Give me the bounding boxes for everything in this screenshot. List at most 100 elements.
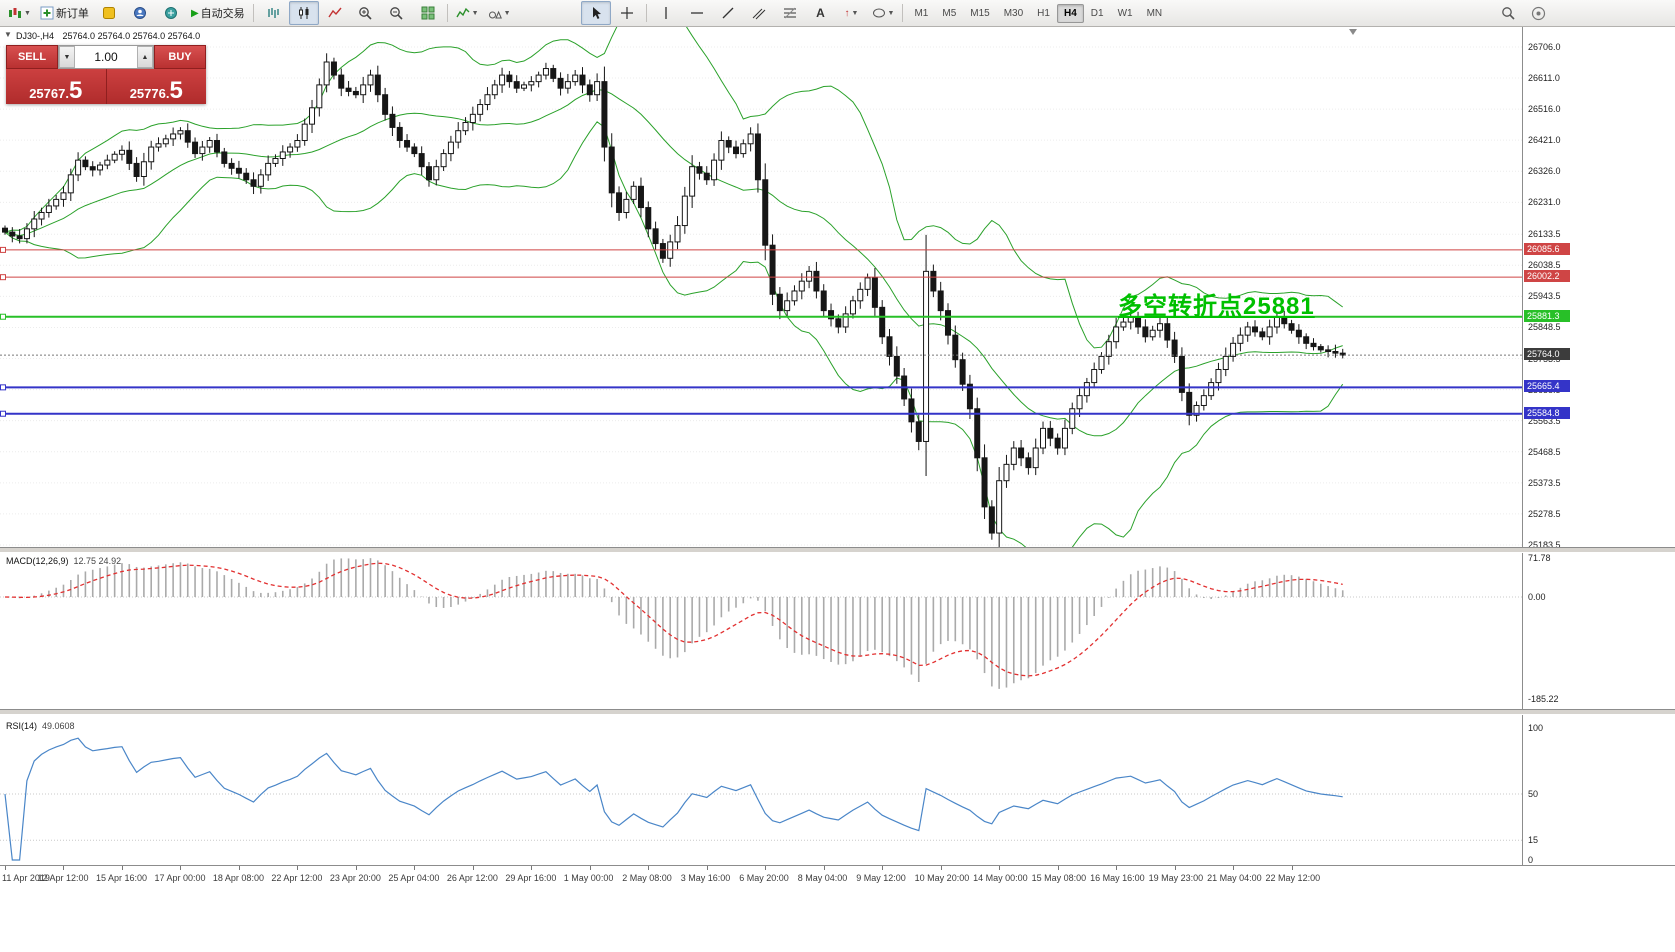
text-button[interactable]: A [806,1,836,25]
trendline-button[interactable] [713,1,743,25]
terminal-button[interactable] [156,1,186,25]
panel-resize-divider[interactable] [0,709,1675,715]
candlestick-chart-button[interactable] [288,1,319,25]
candle [97,164,104,171]
candle [996,480,1003,534]
buy-button[interactable]: BUY [154,45,206,69]
price-level-badge: 26085.6 [1524,242,1570,255]
candle [886,336,893,357]
macd-panel[interactable] [0,553,1522,709]
buy-price[interactable]: 25776. 5 [107,69,207,104]
candle [1222,355,1229,370]
rsi-chart[interactable] [0,715,1522,865]
candle [572,74,579,83]
rsi-axis-label: 100 [1528,723,1544,733]
metaeditor-button[interactable] [94,1,124,25]
objects-button[interactable]: ▼ [484,1,515,25]
candle [338,74,345,89]
price-chart-area[interactable] [0,27,1522,547]
tile-windows-button[interactable] [413,1,443,25]
price-axis-label: 26611.0 [1528,73,1560,84]
timeframe-button-w1[interactable]: W1 [1117,7,1133,19]
time-axis-tick [238,866,240,870]
timeframe-button-m1[interactable]: M1 [914,7,929,19]
price-axis[interactable]: 26706.0 26611.0 26516.0 26421.0 26326.0 26231… [1522,27,1675,865]
candle [674,225,681,243]
vertical-line-icon [660,6,672,20]
sell-price[interactable]: 25767. 5 [6,69,106,104]
candle [1325,349,1332,353]
price-axis-label: 26706.0 [1528,41,1561,52]
macd-chart[interactable] [0,553,1522,709]
fibonacci-icon [783,6,797,20]
search-button[interactable] [1493,1,1523,25]
candle [16,235,23,240]
shapes-button[interactable]: ▼ [868,1,899,25]
candle [798,280,805,292]
volume-increase-button[interactable]: ▲ [137,46,153,68]
arrows-button[interactable]: ↑ ▼ [837,1,867,25]
level-lines-layer[interactable] [0,246,1522,417]
candle [594,81,601,96]
timeframe-button-m15[interactable]: M15 [970,7,990,19]
time-axis-tick [882,866,884,870]
rsi-panel[interactable] [0,715,1522,865]
zoom-out-button[interactable] [382,1,412,25]
candle [849,300,856,315]
indicators-button[interactable]: ▼ [452,1,483,25]
time-axis-label: 14 May 00:00 [973,873,1028,883]
fibonacci-button[interactable] [775,1,805,25]
cursor-icon [589,6,603,20]
sell-button[interactable]: SELL [6,45,58,69]
candle [740,143,747,155]
candle [1025,457,1032,469]
candles-layer [2,53,1346,547]
candle [1178,355,1185,393]
new-order-button[interactable]: 新订单 [36,1,93,25]
crosshair-button[interactable] [612,1,642,25]
buy-price-big-digit: 5 [169,76,183,104]
candlestick-chart[interactable] [0,27,1522,547]
line-chart-button[interactable] [320,1,350,25]
chevron-down-icon: ▼ [24,9,31,17]
autotrading-button[interactable]: ▶ 自动交易 [187,1,249,25]
timeframe-button-h1[interactable]: H1 [1037,7,1050,19]
cursor-button[interactable] [580,1,611,25]
vertical-line-button[interactable] [651,1,681,25]
candle [762,179,769,246]
zoom-in-button[interactable] [351,1,381,25]
one-click-trading-toggle-icon[interactable]: ▼ [4,30,12,39]
volume-value[interactable]: 1.00 [94,50,118,64]
timeframe-button-m5[interactable]: M5 [942,7,957,19]
candle [645,207,652,230]
navigator-button[interactable] [125,1,155,25]
time-axis-tick [1233,866,1235,870]
help-button[interactable] [1523,1,1553,25]
time-axis-tick [1174,866,1176,870]
candle [1208,382,1215,397]
channel-button[interactable] [744,1,774,25]
timeframe-button-h4[interactable]: H4 [1056,3,1084,23]
toolbar-separator [446,4,448,22]
horizontal-line-button[interactable] [682,1,712,25]
candle [213,140,220,153]
candle [857,288,864,302]
candle [287,146,294,153]
bar-chart-button[interactable] [258,1,288,25]
candle [455,130,462,143]
candle [1120,321,1127,328]
rsi-label: RSI(14) 49.0608 [6,721,75,731]
line-handle [0,313,6,320]
time-axis[interactable]: 11 Apr 2019 12 Apr 12:00 15 Apr 16:00 17 Ap… [0,865,1675,952]
timeframe-button-mn[interactable]: MN [1146,7,1163,19]
panel-resize-divider[interactable] [0,547,1675,553]
timeframe-button-m30[interactable]: M30 [1003,7,1024,19]
timeframe-button-d1[interactable]: D1 [1090,7,1104,19]
candle [257,174,264,187]
new-order-icon [40,6,54,20]
autotrading-label: 自动交易 [200,8,245,20]
volume-decrease-button[interactable]: ▼ [59,46,75,68]
chart-annotation-text[interactable]: 多空转折点25881 [1118,293,1315,320]
new-chart-button[interactable]: ▼ [4,1,35,25]
main-toolbar: ▼ 新订单 ▶ 自动交易 ▼ ▼ [0,0,1675,27]
